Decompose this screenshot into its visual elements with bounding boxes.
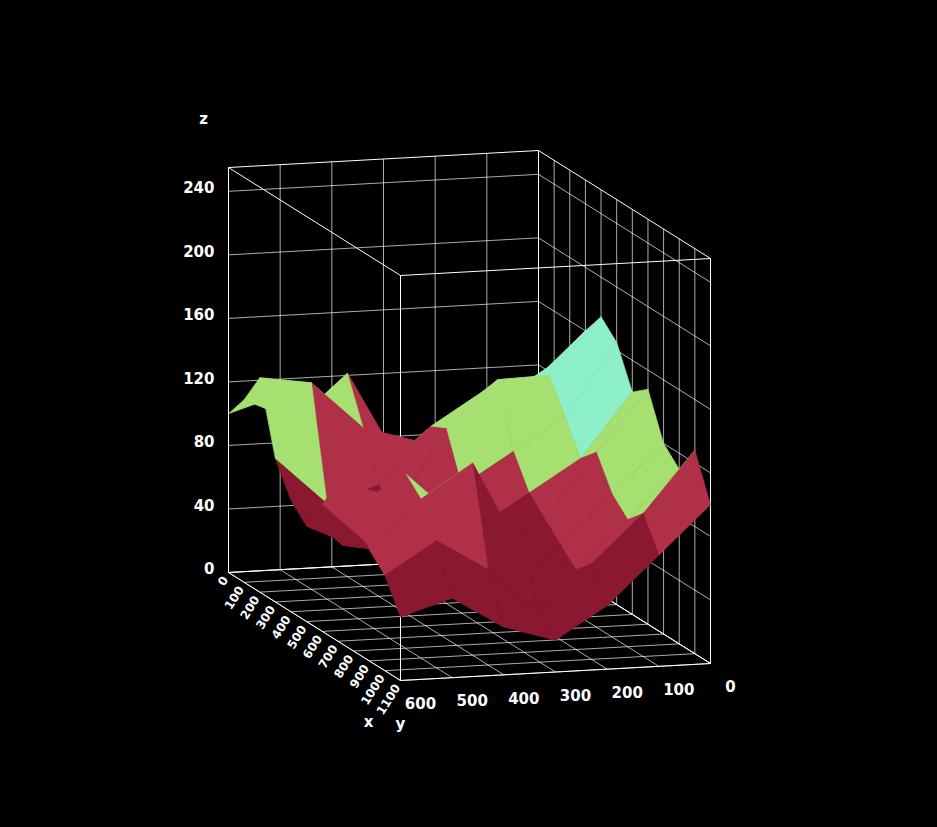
svg-text:240: 240 <box>183 179 214 197</box>
svg-text:100: 100 <box>663 681 694 699</box>
svg-text:700: 700 <box>315 642 341 672</box>
svg-text:80: 80 <box>194 433 215 451</box>
svg-text:0: 0 <box>215 574 231 589</box>
svg-text:300: 300 <box>253 603 279 632</box>
svg-text:200: 200 <box>612 684 643 702</box>
svg-text:900: 900 <box>346 662 372 691</box>
svg-text:800: 800 <box>331 652 357 681</box>
svg-text:40: 40 <box>194 497 215 515</box>
svg-text:600: 600 <box>300 632 326 662</box>
svg-text:100: 100 <box>221 583 247 613</box>
svg-text:200: 200 <box>237 593 263 622</box>
svg-text:500: 500 <box>284 622 310 652</box>
svg-text:1100: 1100 <box>374 682 404 718</box>
svg-text:400: 400 <box>268 613 294 642</box>
svg-text:0: 0 <box>725 678 735 696</box>
svg-text:z: z <box>199 110 208 128</box>
svg-text:1000: 1000 <box>358 671 388 708</box>
svg-text:600: 600 <box>405 695 436 713</box>
svg-text:200: 200 <box>183 243 214 261</box>
svg-text:x: x <box>364 713 374 731</box>
svg-text:0: 0 <box>204 560 214 578</box>
svg-text:300: 300 <box>560 687 591 705</box>
svg-text:160: 160 <box>183 306 214 324</box>
svg-text:400: 400 <box>508 690 539 708</box>
svg-text:500: 500 <box>457 692 488 710</box>
svg-text:y: y <box>396 715 406 733</box>
svg-text:120: 120 <box>183 370 214 388</box>
